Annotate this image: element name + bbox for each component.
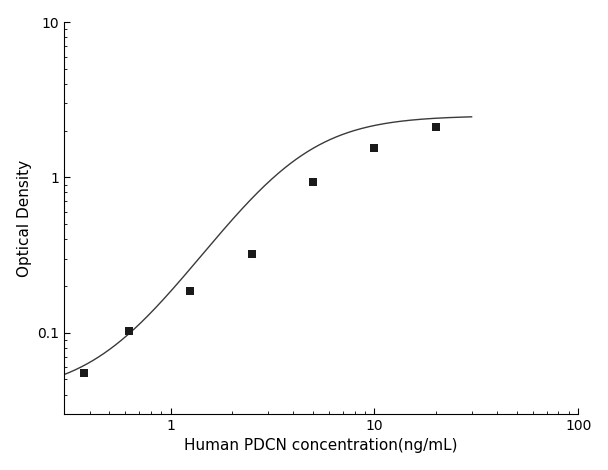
X-axis label: Human PDCN concentration(ng/mL): Human PDCN concentration(ng/mL): [184, 439, 458, 454]
Point: [308, 179, 318, 186]
Point: [79, 369, 89, 377]
Point: [431, 124, 441, 131]
Point: [185, 288, 195, 295]
Point: [124, 327, 134, 335]
Y-axis label: Optical Density: Optical Density: [16, 159, 32, 277]
Point: [370, 144, 379, 152]
Point: [247, 251, 257, 258]
